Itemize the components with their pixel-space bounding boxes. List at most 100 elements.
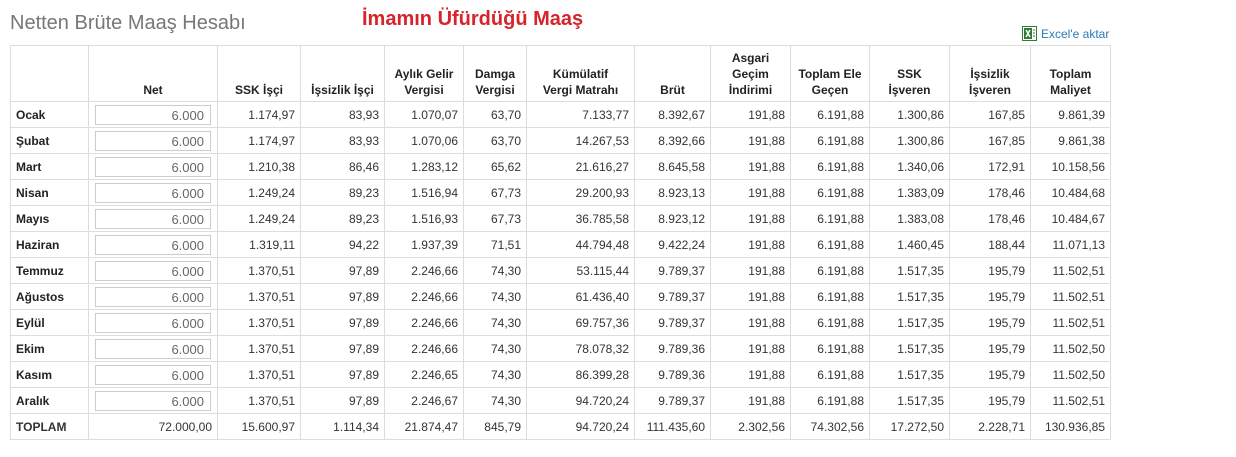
value-cell: 83,93 — [300, 127, 385, 154]
net-input[interactable]: 6.000 — [95, 312, 211, 333]
excel-export-link[interactable]: Excel'e aktar — [1022, 26, 1109, 41]
net-input[interactable]: 6.000 — [95, 364, 211, 385]
value-cell: 1.283,12 — [384, 153, 464, 180]
value-cell: 195,79 — [949, 309, 1031, 336]
net-input-cell: 6.000 — [88, 179, 218, 206]
value-cell: 191,88 — [710, 361, 791, 388]
month-row: Mart 6.000 1.210,38 86,46 1.283,12 65,62 21.61… — [10, 153, 1111, 180]
net-input[interactable]: 6.000 — [95, 234, 211, 255]
value-cell: 63,70 — [463, 101, 527, 128]
net-input[interactable]: 6.000 — [95, 390, 211, 411]
value-cell: 6.191,88 — [790, 179, 870, 206]
value-cell: 6.191,88 — [790, 283, 870, 310]
column-header: Asgari Geçim İndirimi — [710, 45, 791, 102]
month-label: Mayıs — [10, 205, 89, 232]
value-cell: 1.516,94 — [384, 179, 464, 206]
value-cell: 8.923,12 — [634, 205, 711, 232]
net-input-cell: 6.000 — [88, 257, 218, 284]
month-row: Nisan 6.000 1.249,24 89,23 1.516,94 67,73 29.2… — [10, 179, 1111, 206]
net-input[interactable]: 6.000 — [95, 130, 211, 151]
value-cell: 11.502,51 — [1030, 257, 1111, 284]
value-cell: 97,89 — [300, 309, 385, 336]
value-cell: 89,23 — [300, 205, 385, 232]
value-cell: 191,88 — [710, 309, 791, 336]
value-cell: 97,89 — [300, 361, 385, 388]
value-cell: 191,88 — [710, 387, 791, 414]
value-cell: 191,88 — [710, 335, 791, 362]
total-cell: 72.000,00 — [88, 413, 218, 440]
value-cell: 6.191,88 — [790, 205, 870, 232]
value-cell: 195,79 — [949, 335, 1031, 362]
value-cell: 1.370,51 — [217, 335, 301, 362]
net-input[interactable]: 6.000 — [95, 338, 211, 359]
value-cell: 10.484,68 — [1030, 179, 1111, 206]
net-input[interactable]: 6.000 — [95, 286, 211, 307]
value-cell: 74,30 — [463, 283, 527, 310]
value-cell: 191,88 — [710, 257, 791, 284]
month-label: Aralık — [10, 387, 89, 414]
total-label: TOPLAM — [10, 413, 89, 440]
value-cell: 74,30 — [463, 335, 527, 362]
value-cell: 74,30 — [463, 309, 527, 336]
value-cell: 29.200,93 — [526, 179, 635, 206]
value-cell: 6.191,88 — [790, 101, 870, 128]
value-cell: 11.502,51 — [1030, 309, 1111, 336]
value-cell: 2.246,67 — [384, 387, 464, 414]
net-input-cell: 6.000 — [88, 127, 218, 154]
total-cell: 94.720,24 — [526, 413, 635, 440]
salary-table: Net SSK İşçi İşsizlik İşçi Aylık Gelir Vergi… — [10, 45, 1111, 440]
column-header-line: SSK İşçi — [234, 83, 284, 97]
net-input[interactable]: 6.000 — [95, 104, 211, 125]
value-cell: 89,23 — [300, 179, 385, 206]
value-cell: 2.246,66 — [384, 335, 464, 362]
value-cell: 11.502,51 — [1030, 283, 1111, 310]
value-cell: 1.383,08 — [869, 205, 950, 232]
net-input-cell: 6.000 — [88, 231, 218, 258]
value-cell: 2.246,66 — [384, 257, 464, 284]
net-input-cell: 6.000 — [88, 309, 218, 336]
value-cell: 6.191,88 — [790, 309, 870, 336]
value-cell: 63,70 — [463, 127, 527, 154]
value-cell: 65,62 — [463, 153, 527, 180]
net-input-cell: 6.000 — [88, 335, 218, 362]
value-cell: 6.191,88 — [790, 335, 870, 362]
net-input[interactable]: 6.000 — [95, 260, 211, 281]
excel-export-text[interactable]: Excel'e aktar — [1041, 26, 1110, 41]
value-cell: 71,51 — [463, 231, 527, 258]
value-cell: 1.210,38 — [217, 153, 301, 180]
value-cell: 8.392,66 — [634, 127, 711, 154]
column-header: Kümülatif Vergi Matrahı — [526, 45, 635, 102]
value-cell: 1.249,24 — [217, 179, 301, 206]
month-row: Aralık 6.000 1.370,51 97,89 2.246,67 74,30 94.… — [10, 387, 1111, 414]
value-cell: 191,88 — [710, 101, 791, 128]
value-cell: 97,89 — [300, 387, 385, 414]
month-label: Nisan — [10, 179, 89, 206]
column-header: Aylık Gelir Vergisi — [384, 45, 464, 102]
value-cell: 10.484,67 — [1030, 205, 1111, 232]
value-cell: 21.616,27 — [526, 153, 635, 180]
value-cell: 191,88 — [710, 153, 791, 180]
month-row: Temmuz 6.000 1.370,51 97,89 2.246,66 74,30 53.… — [10, 257, 1111, 284]
value-cell: 191,88 — [710, 231, 791, 258]
column-header-line: Vergisi — [404, 83, 444, 97]
value-cell: 74,30 — [463, 257, 527, 284]
net-input-cell: 6.000 — [88, 387, 218, 414]
value-cell: 1.517,35 — [869, 309, 950, 336]
value-cell: 178,46 — [949, 205, 1031, 232]
value-cell: 195,79 — [949, 387, 1031, 414]
value-cell: 1.340,06 — [869, 153, 950, 180]
value-cell: 11.502,51 — [1030, 387, 1111, 414]
value-cell: 1.174,97 — [217, 101, 301, 128]
value-cell: 6.191,88 — [790, 257, 870, 284]
value-cell: 8.923,13 — [634, 179, 711, 206]
value-cell: 195,79 — [949, 283, 1031, 310]
total-cell: 130.936,85 — [1030, 413, 1111, 440]
net-input[interactable]: 6.000 — [95, 156, 211, 177]
value-cell: 1.300,86 — [869, 127, 950, 154]
value-cell: 2.246,66 — [384, 283, 464, 310]
column-header: Toplam Maliyet — [1030, 45, 1111, 102]
net-input[interactable]: 6.000 — [95, 208, 211, 229]
column-header-line: Kümülatif — [552, 67, 609, 81]
net-input[interactable]: 6.000 — [95, 182, 211, 203]
value-cell: 6.191,88 — [790, 387, 870, 414]
